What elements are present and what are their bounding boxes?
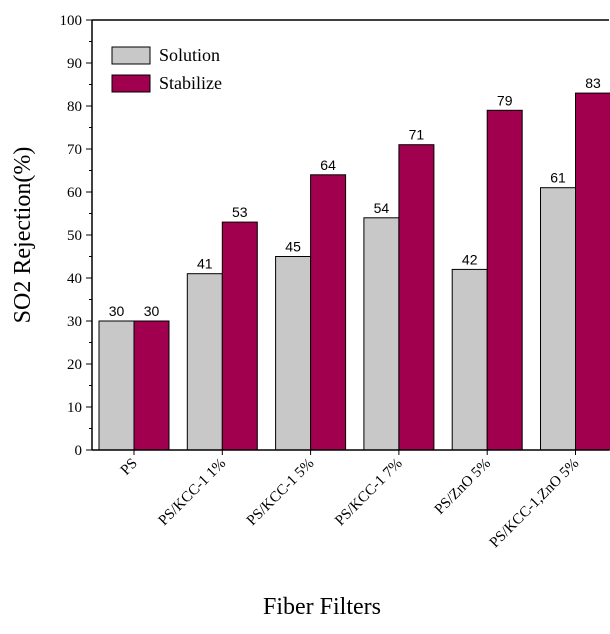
- data-label: 83: [585, 75, 601, 91]
- bar-stabilize-2: [311, 175, 346, 450]
- data-label: 42: [462, 251, 478, 267]
- bar-solution-1: [187, 274, 222, 450]
- y-tick-label: 40: [67, 271, 82, 287]
- data-label: 79: [497, 92, 513, 108]
- x-tick-label: PS: [118, 456, 141, 479]
- legend-label-solution: Solution: [159, 45, 220, 65]
- bar-stabilize-0: [134, 321, 169, 450]
- y-axis-title: SO2 Rejection(%): [10, 147, 36, 324]
- data-label: 45: [285, 239, 301, 255]
- bar-solution-2: [276, 257, 311, 451]
- y-tick-label: 80: [67, 99, 82, 115]
- y-tick-label: 20: [67, 357, 82, 373]
- bar-stabilize-1: [222, 222, 257, 450]
- x-tick-label: PS/ZnO 5%: [432, 456, 494, 518]
- legend-swatch-stabilize: [112, 75, 150, 92]
- bar-solution-0: [99, 321, 134, 450]
- bar-solution-4: [452, 269, 487, 450]
- y-tick-label: 60: [67, 185, 82, 201]
- data-label: 53: [232, 204, 248, 220]
- x-tick-label: PS/KCC-1 5%: [244, 456, 317, 529]
- data-label: 71: [409, 127, 425, 143]
- data-label: 64: [320, 157, 336, 173]
- bar-solution-3: [364, 218, 399, 450]
- bar-stabilize-4: [487, 110, 522, 450]
- bar-solution-5: [541, 188, 576, 450]
- data-label: 54: [374, 200, 390, 216]
- y-tick-label: 90: [67, 56, 82, 72]
- x-tick-label: PS/KCC-1 7%: [332, 456, 405, 529]
- y-tick-label: 100: [60, 13, 83, 29]
- bars-layer: [99, 93, 610, 450]
- data-label: 30: [144, 303, 160, 319]
- data-label: 30: [109, 303, 125, 319]
- y-tick-label: 70: [67, 142, 82, 158]
- data-label: 61: [550, 170, 566, 186]
- x-tick-label: PS/KCC-1,ZnO 5%: [487, 456, 583, 552]
- x-axis-title: Fiber Filters: [263, 594, 381, 620]
- y-tick-label: 10: [67, 400, 82, 416]
- y-tick-label: 30: [67, 314, 82, 330]
- bar-stabilize-5: [576, 93, 610, 450]
- y-tick-label: 50: [67, 228, 82, 244]
- y-tick-label: 0: [75, 443, 83, 459]
- bar-stabilize-3: [399, 145, 434, 450]
- data-label: 41: [197, 256, 213, 272]
- legend-label-stabilize: Stabilize: [159, 73, 222, 93]
- legend: Solution Stabilize: [112, 45, 222, 93]
- x-tick-label: PS/KCC-1 1%: [156, 456, 229, 529]
- legend-swatch-solution: [112, 47, 150, 64]
